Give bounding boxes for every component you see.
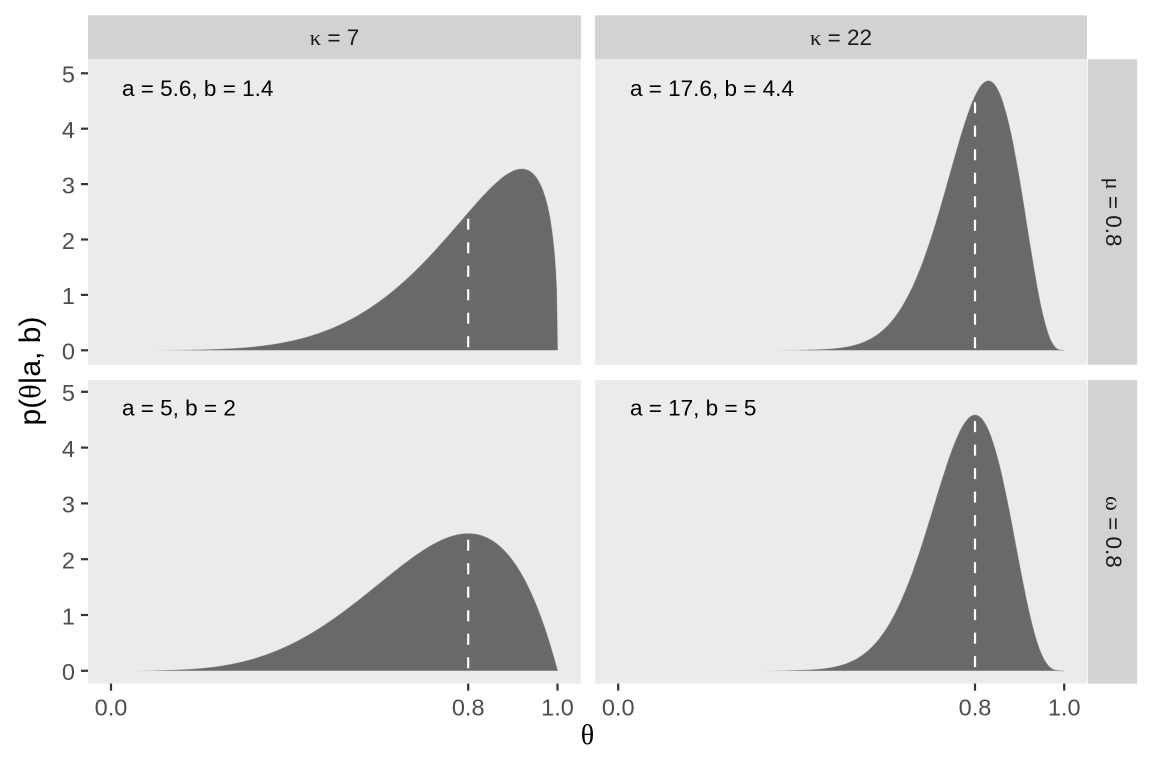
svg-text:0.8: 0.8 xyxy=(959,695,992,721)
svg-text:1: 1 xyxy=(62,603,75,629)
svg-text:3: 3 xyxy=(62,492,75,518)
svg-text:a = 5, b = 2: a = 5, b = 2 xyxy=(122,395,236,420)
svg-text:3: 3 xyxy=(62,172,75,198)
svg-text:0.8: 0.8 xyxy=(452,695,485,721)
svg-text:2: 2 xyxy=(62,548,75,574)
svg-text:1: 1 xyxy=(62,283,75,309)
svg-text:1.0: 1.0 xyxy=(1048,695,1081,721)
svg-text:0: 0 xyxy=(62,659,75,685)
svg-text:5: 5 xyxy=(62,380,75,406)
svg-text:κ = 7: κ = 7 xyxy=(310,25,360,50)
svg-text:a = 5.6, b = 1.4: a = 5.6, b = 1.4 xyxy=(122,76,273,101)
svg-text:ω = 0.8: ω = 0.8 xyxy=(1101,496,1126,568)
svg-text:κ = 22: κ = 22 xyxy=(810,25,872,50)
svg-text:1.0: 1.0 xyxy=(541,695,574,721)
svg-text:a = 17, b = 5: a = 17, b = 5 xyxy=(630,395,756,420)
svg-text:0.0: 0.0 xyxy=(95,695,128,721)
svg-text:0: 0 xyxy=(62,339,75,365)
svg-text:0.0: 0.0 xyxy=(602,695,635,721)
svg-text:μ = 0.8: μ = 0.8 xyxy=(1101,178,1126,247)
svg-text:4: 4 xyxy=(62,117,75,143)
svg-text:θ: θ xyxy=(581,720,594,751)
svg-text:p(θ|a, b): p(θ|a, b) xyxy=(14,317,47,426)
svg-text:4: 4 xyxy=(62,436,75,462)
svg-text:5: 5 xyxy=(62,62,75,88)
svg-text:2: 2 xyxy=(62,228,75,254)
svg-text:a = 17.6, b = 4.4: a = 17.6, b = 4.4 xyxy=(630,76,794,101)
